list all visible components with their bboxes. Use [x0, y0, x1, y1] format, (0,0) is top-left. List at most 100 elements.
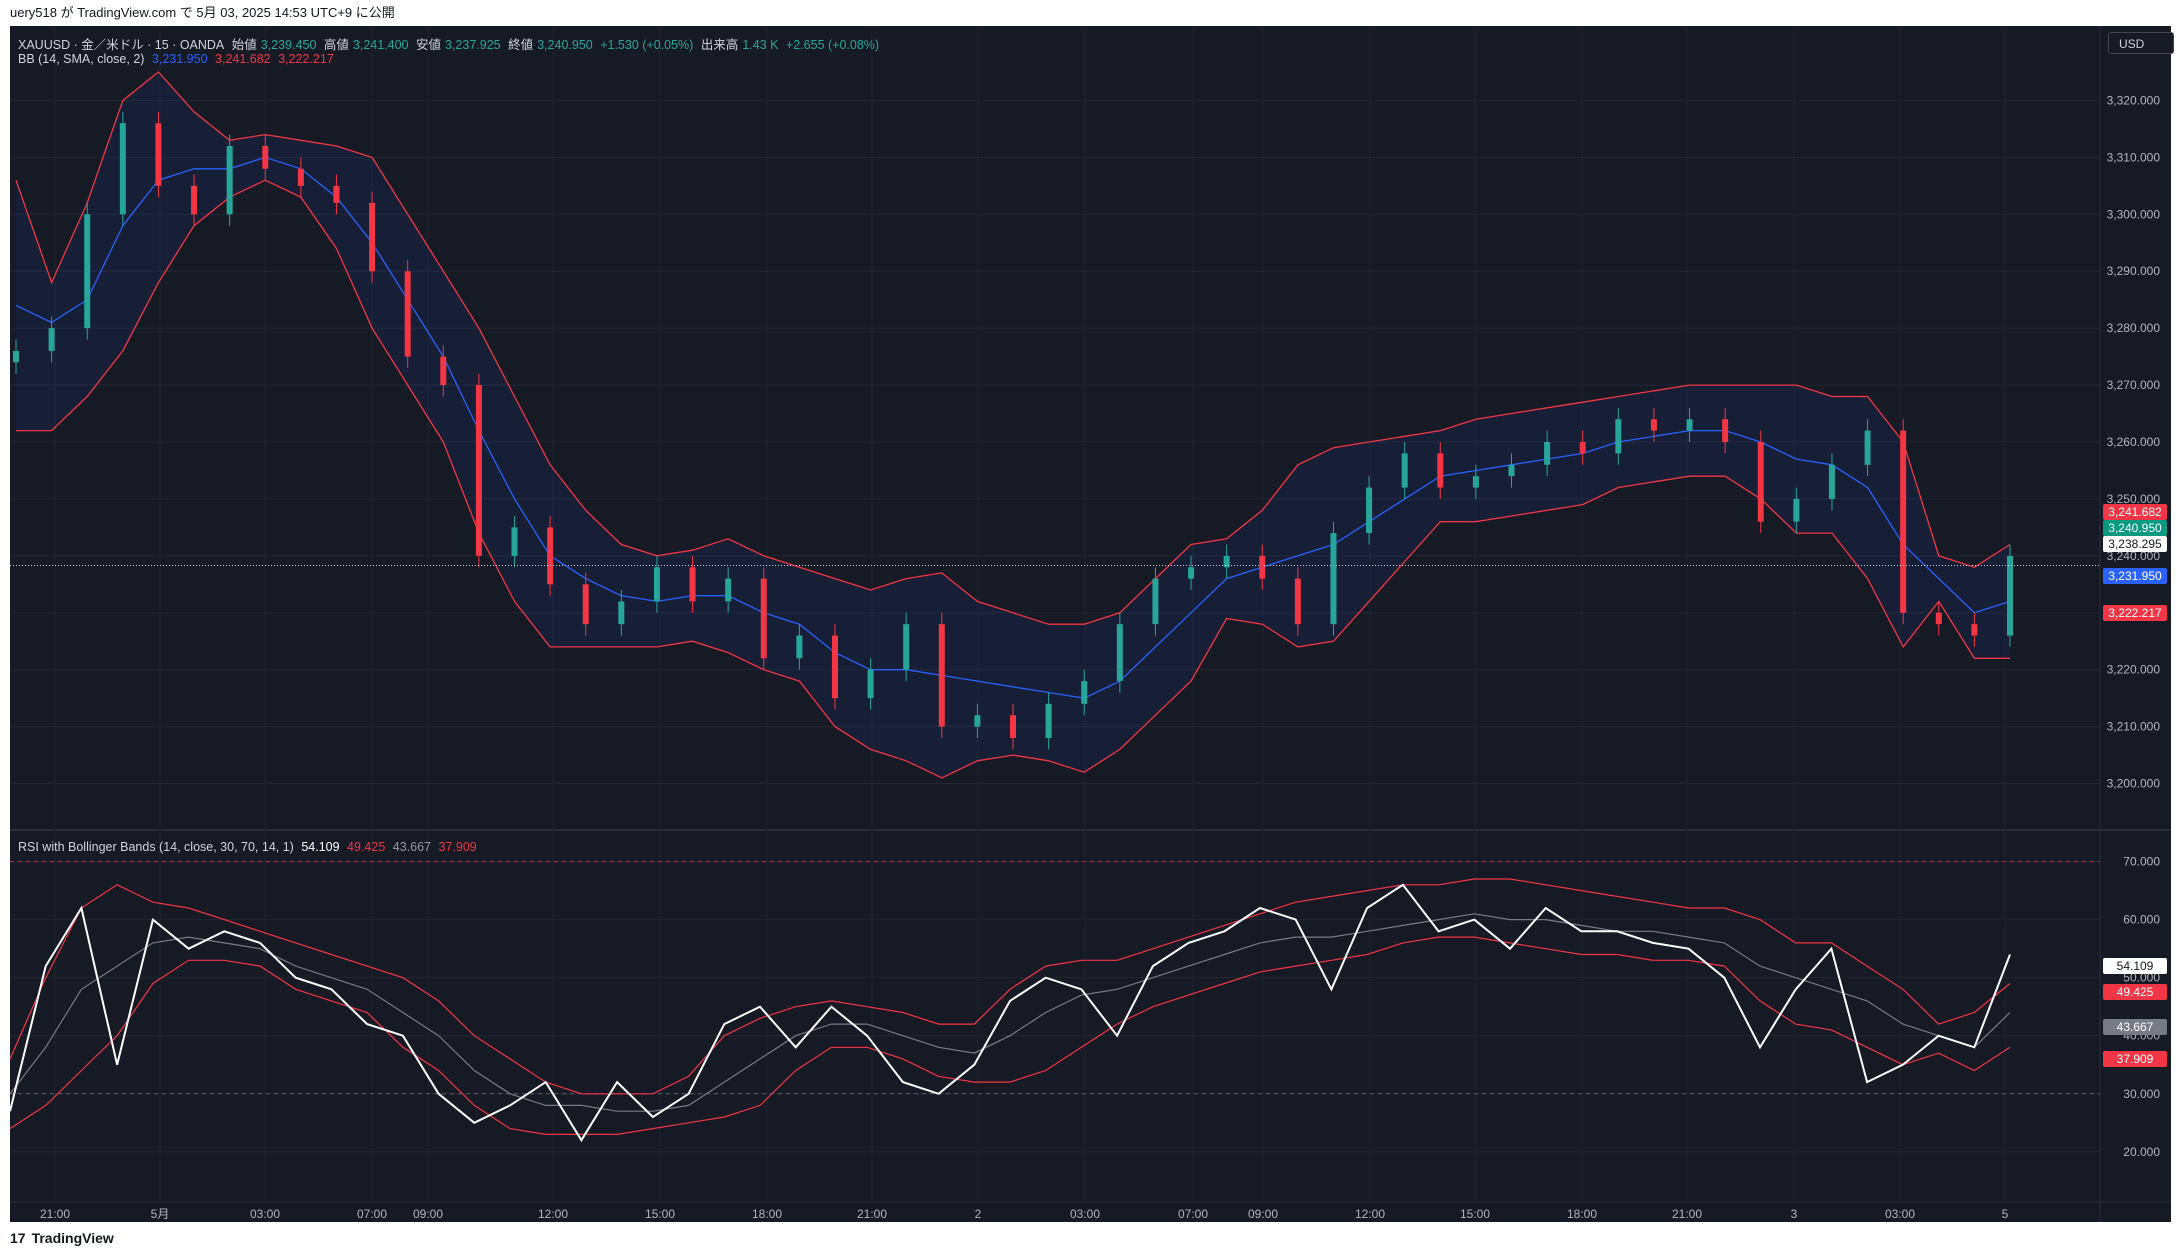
candle-body	[903, 624, 910, 670]
price-tag-label: 3,238.295	[2108, 537, 2162, 551]
candle-body	[1579, 442, 1586, 454]
y-tick-label: 3,270.000	[2107, 378, 2161, 392]
rsi-price-tag	[2103, 1051, 2167, 1067]
x-tick-label: 09:00	[413, 1207, 443, 1221]
symbol-label[interactable]: XAUUSD · 金／米ドル · 15 · OANDA	[18, 38, 225, 52]
x-tick-label: 18:00	[752, 1207, 782, 1221]
chart-svg[interactable]: 3,320.000 3,310.000 3,300.000 3,290.000 3,28…	[9, 26, 2171, 1222]
candle-body	[547, 527, 554, 585]
bb-legend[interactable]: BB (14, SMA, close, 2) 3,231.950 3,241.6…	[18, 52, 338, 66]
rsi-price-tag	[2103, 1019, 2167, 1035]
price-tag	[2103, 504, 2167, 520]
close-label: 終値	[508, 38, 534, 52]
main-legend: XAUUSD · 金／米ドル · 15 · OANDA 始値 3,239.450 …	[18, 34, 883, 53]
candle-body	[1472, 476, 1479, 488]
bb-upper-line	[15, 71, 2011, 625]
rsi-y-tick-label: 50.000	[2123, 971, 2160, 985]
candle-body	[725, 578, 732, 602]
candle-body	[1437, 453, 1444, 488]
rsi-lower-value: 37.909	[438, 840, 477, 854]
candle-body	[618, 601, 625, 625]
bb-basis-value: 3,231.950	[151, 52, 208, 66]
candle-body	[1650, 419, 1657, 431]
bb-basis-line	[15, 156, 2011, 699]
rsi-price-tag-label: 37.909	[2117, 1052, 2154, 1066]
candle-body	[760, 578, 767, 659]
candle-body	[1045, 703, 1052, 738]
candle-body	[262, 146, 269, 169]
currency-button[interactable]: USD	[2108, 32, 2174, 54]
candle-body	[1935, 612, 1942, 625]
rsi-y-tick-label: 20.000	[2123, 1145, 2160, 1159]
candle-body	[1508, 464, 1515, 477]
candle-body	[938, 624, 945, 727]
x-tick-label: 03:00	[1885, 1207, 1915, 1221]
candle-body	[582, 584, 589, 625]
change-value: +1.530 (+0.05%)	[600, 38, 694, 52]
y-tick-label: 3,290.000	[2107, 264, 2161, 278]
footer: 17 TradingView	[0, 1222, 2181, 1256]
candle-body	[1081, 681, 1088, 704]
candle-body	[1544, 442, 1551, 465]
open-value: 3,239.450	[260, 38, 317, 52]
x-tick-label: 5月	[151, 1207, 170, 1221]
volume-change-value: +2.655 (+0.08%)	[785, 38, 880, 52]
candle-body	[48, 328, 55, 351]
candle-body	[1330, 533, 1337, 625]
price-tag-label: 3,231.950	[2108, 569, 2162, 583]
candle-body	[1116, 624, 1123, 682]
high-label: 高値	[323, 38, 349, 52]
x-tick-label: 18:00	[1567, 1207, 1597, 1221]
x-tick-label: 07:00	[1178, 1207, 1208, 1221]
x-tick-label: 15:00	[1460, 1207, 1490, 1221]
bb-lower-value: 3,222.217	[278, 52, 334, 66]
candle-body	[867, 669, 874, 699]
candle-body	[1686, 419, 1693, 431]
candle-body	[440, 356, 447, 386]
y-tick-label: 3,300.000	[2107, 207, 2161, 221]
y-tick-label: 3,240.000	[2107, 549, 2161, 563]
x-tick-label: 09:00	[1248, 1207, 1278, 1221]
rsi-lower-band	[9, 936, 2011, 1136]
rsi-upper-value: 49.425	[347, 840, 386, 854]
rsi-upper-band	[9, 878, 2011, 1095]
y-tick-label: 3,200.000	[2107, 777, 2161, 791]
candle-body	[155, 123, 162, 186]
publish-header: uery518 が TradingView.com で 5月 03, 2025 …	[0, 0, 2181, 26]
x-tick-label: 12:00	[538, 1207, 568, 1221]
volume-value: 1.43 K	[742, 38, 779, 52]
candle-body	[1401, 453, 1408, 488]
y-tick-label: 3,320.000	[2107, 93, 2161, 107]
open-label: 始値	[231, 38, 257, 52]
x-tick-label: 12:00	[1355, 1207, 1385, 1221]
candle-body	[653, 567, 660, 602]
y-tick-label: 3,260.000	[2107, 435, 2161, 449]
rsi-legend[interactable]: RSI with Bollinger Bands (14, close, 30,…	[18, 840, 481, 854]
candle-body	[1259, 555, 1266, 579]
candle-body	[191, 185, 198, 215]
rsi-value: 54.109	[301, 840, 340, 854]
candle-body	[226, 146, 233, 215]
chart-area[interactable]: 3,320.000 3,310.000 3,300.000 3,290.000 3,28…	[9, 26, 2174, 1222]
x-tick-label: 5	[2002, 1207, 2009, 1221]
close-value: 3,240.950	[537, 38, 593, 52]
rsi-basis-value: 43.667	[392, 840, 431, 854]
rsi-price-tag-label: 49.425	[2117, 985, 2154, 999]
tradingview-logo[interactable]: 17 TradingView	[10, 1230, 114, 1246]
candles-group	[13, 111, 2013, 750]
rsi-y-tick-label: 70.000	[2123, 855, 2160, 869]
candle-body	[333, 185, 340, 203]
x-tick-label: 03:00	[250, 1207, 280, 1221]
candle-body	[1366, 487, 1373, 534]
price-tag	[2103, 605, 2167, 621]
x-tick-label: 2	[975, 1207, 982, 1221]
candle-body	[297, 168, 304, 186]
volume-label: 出来高	[700, 38, 739, 52]
rsi-price-tag-label: 43.667	[2117, 1020, 2154, 1034]
rsi-price-tag	[2103, 958, 2167, 974]
candle-body	[689, 567, 696, 602]
candle-body	[1615, 419, 1622, 454]
candle-body	[1828, 464, 1835, 499]
y-tick-label: 3,250.000	[2107, 492, 2161, 506]
candle-body	[475, 385, 482, 556]
